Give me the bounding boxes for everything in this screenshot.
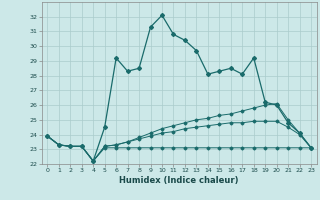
X-axis label: Humidex (Indice chaleur): Humidex (Indice chaleur) <box>119 176 239 185</box>
